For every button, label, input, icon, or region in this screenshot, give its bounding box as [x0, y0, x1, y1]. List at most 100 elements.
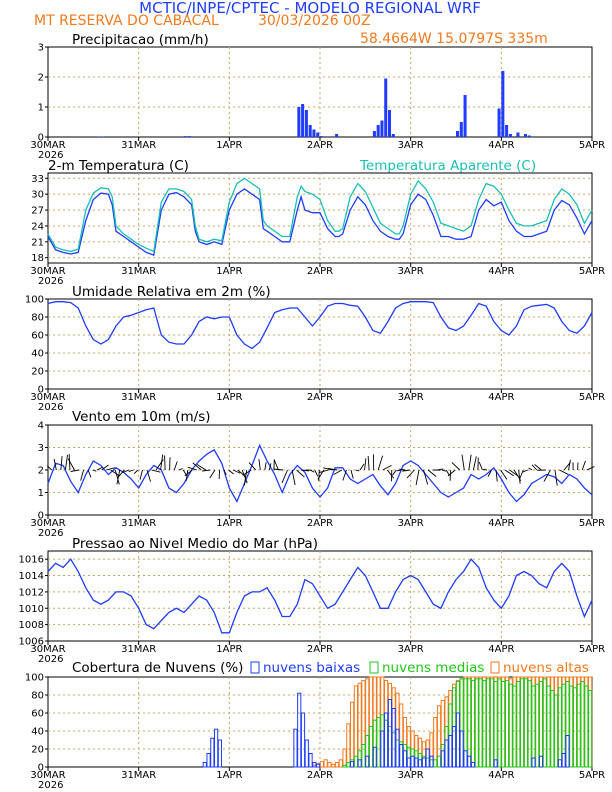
wind-vector	[449, 469, 452, 481]
clouds-xtick-label: 30MAR	[30, 770, 65, 781]
wind-vector	[258, 459, 261, 471]
cloud-bar-low	[391, 708, 396, 768]
legend-mid-label: nuvens medias	[382, 660, 484, 676]
legend-swatch-low	[250, 661, 260, 674]
clouds-xtick-label: 3APR	[398, 770, 424, 781]
humidity-ytick-label: 0	[38, 385, 44, 396]
cloud-bar-1	[588, 690, 593, 768]
wind-vector	[487, 469, 492, 477]
wind-vector	[185, 469, 189, 482]
cloud-bar-1	[489, 678, 494, 768]
legend-swatch-mid	[369, 661, 379, 674]
wind-vector	[327, 468, 338, 471]
wind-vector	[504, 469, 514, 477]
wind-vector	[309, 469, 315, 473]
wind-vector	[451, 462, 461, 471]
temperature-xtick-label: 1APR	[216, 266, 242, 277]
wind-ytick-label: 3	[38, 443, 44, 454]
wind-vector	[53, 458, 57, 471]
wind-vector	[101, 464, 109, 471]
wind-vector	[399, 468, 406, 471]
wind-vector	[427, 469, 437, 477]
cloud-bar-low	[418, 759, 423, 768]
wind-vector	[301, 469, 309, 472]
cloud-bar-low	[414, 757, 419, 768]
cloud-bar-low	[202, 762, 207, 768]
precip-xtick-label: 31MAR	[121, 140, 156, 151]
precip-bar	[372, 131, 376, 137]
cloud-bar-1	[342, 764, 347, 768]
cloud-bar-low	[357, 759, 362, 768]
wind-xtick-label: 31MAR	[121, 518, 156, 529]
cloud-bar-1	[572, 687, 578, 768]
humidity-title: Umidade Relativa em 2m (%)	[72, 284, 271, 300]
humidity-line-0	[47, 301, 593, 350]
precip-xtick-label: 2APR	[307, 140, 333, 151]
cloud-bar-low	[210, 737, 215, 768]
wind-vector	[128, 469, 134, 472]
cloud-bar-low	[459, 730, 464, 768]
pressure-ytick-label: 1014	[19, 571, 44, 582]
wind-vector	[281, 469, 288, 484]
pressure-ytick-label: 1012	[19, 587, 44, 598]
wind-vector	[122, 469, 130, 473]
cloud-bar-1	[516, 681, 521, 768]
cloud-bar-1	[535, 683, 540, 768]
wind-vector	[355, 469, 360, 472]
precip-bar	[301, 104, 305, 137]
wind-vector	[164, 455, 166, 471]
wind-vector	[543, 469, 551, 482]
temperature-ytick-label: 21	[31, 237, 44, 248]
wind-vector	[483, 468, 488, 471]
wind-vector	[223, 469, 227, 476]
temp-legend: Temperatura Aparente (C)	[359, 158, 536, 174]
cloud-bar-1	[527, 680, 532, 768]
precip-bar	[456, 131, 460, 137]
wind-vector	[110, 469, 120, 477]
pressure-xtick-label: 30MAR	[30, 644, 65, 655]
cloud-bar-0	[319, 761, 324, 768]
wind-vector	[291, 469, 296, 486]
precip-xtick-label: 30MAR	[30, 140, 65, 151]
pressure-ytick-label: 1006	[19, 637, 44, 648]
cloud-bar-1	[361, 744, 366, 768]
precip-title: Precipitacao (mm/h)	[72, 32, 209, 48]
wind-vector	[500, 469, 508, 480]
cloud-bar-low	[455, 712, 460, 768]
wind-vector	[447, 469, 456, 477]
precip-ytick-label: 3	[38, 43, 44, 54]
humidity-ytick-label: 40	[31, 349, 44, 360]
wind-vector	[342, 469, 347, 481]
pressure-ytick-label: 1008	[19, 620, 44, 631]
wind-vector	[461, 454, 465, 471]
cloud-bar-1	[531, 685, 536, 768]
precip-bar	[312, 129, 316, 137]
cloud-bar-low	[463, 750, 468, 768]
cloud-bar-low	[365, 755, 370, 768]
pressure-year-label: 2026	[38, 654, 63, 665]
precip-ytick-label: 2	[38, 73, 44, 84]
precip-bar	[97, 136, 101, 137]
clouds-ytick-label: 80	[31, 691, 44, 702]
cloud-bar-1	[433, 759, 438, 768]
cloud-bar-low	[217, 739, 222, 768]
temperature-ytick-label: 24	[31, 221, 44, 232]
wind-vector	[139, 469, 143, 480]
cloud-bar-low	[561, 753, 566, 768]
clouds-xtick-label: 2APR	[307, 770, 333, 781]
wind-xtick-label: 3APR	[398, 518, 424, 529]
clouds-title: Cobertura de Nuvens (%)	[72, 660, 243, 676]
wind-vector	[243, 469, 248, 486]
wind-vector	[402, 469, 410, 472]
cloud-bar-low	[308, 753, 313, 768]
humidity-ytick-label: 60	[31, 331, 44, 342]
clouds-ytick-label: 60	[31, 709, 44, 720]
precip-ytick-label: 0	[38, 133, 44, 144]
cloud-bar-low	[557, 759, 562, 768]
cloud-bar-low	[531, 757, 536, 768]
precip-bar	[505, 125, 509, 137]
cloud-bar-0	[327, 762, 332, 768]
cloud-bar-1	[376, 717, 381, 768]
wind-vector	[406, 469, 415, 479]
wind-xtick-label: 30MAR	[30, 518, 65, 529]
